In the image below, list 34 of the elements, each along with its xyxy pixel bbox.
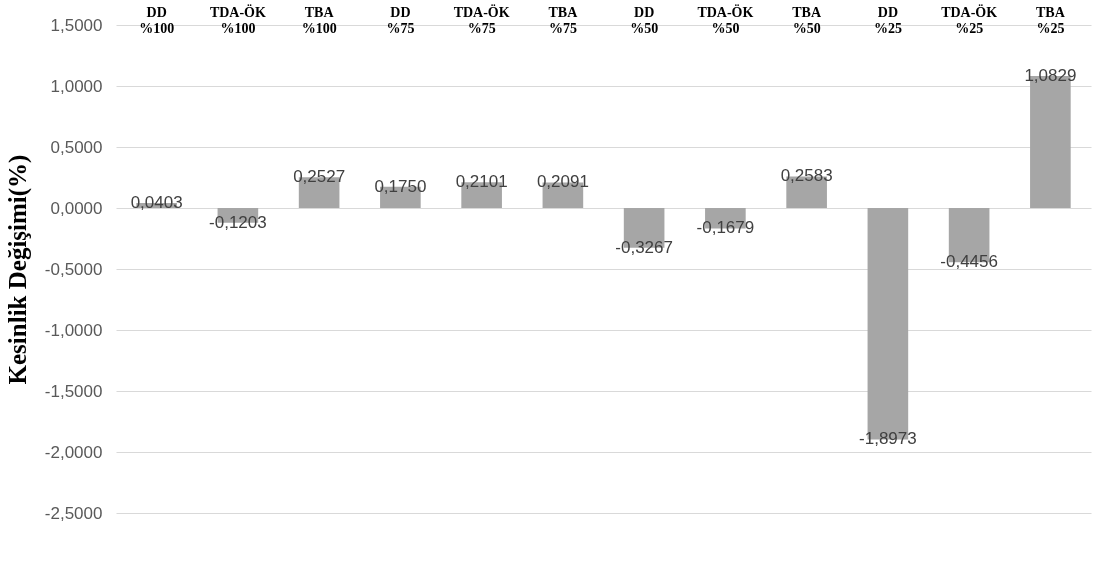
- x-tick-label: DD %75: [386, 4, 415, 36]
- y-tick-label: -2,5000: [44, 503, 103, 523]
- y-tick-label: -1,0000: [44, 320, 103, 340]
- x-tick-label: TDA-ÖK %75: [453, 3, 510, 36]
- data-label: -0,4456: [940, 252, 998, 272]
- x-tick-label: TBA %25: [1035, 4, 1066, 36]
- data-label: -0,1679: [696, 218, 755, 238]
- data-label: 0,1750: [374, 176, 427, 196]
- x-tick-label: TDA-ÖK %50: [697, 3, 754, 36]
- data-label: 0,2527: [293, 167, 346, 187]
- y-tick-label: 0,5000: [50, 137, 103, 157]
- y-tick-label: -0,5000: [44, 259, 103, 279]
- x-tick-label: TBA %100: [301, 4, 337, 36]
- data-label: -0,1203: [209, 212, 267, 232]
- data-label: -0,3267: [615, 237, 673, 257]
- y-tick-label: -2,0000: [44, 442, 103, 462]
- y-tick-label: 0,0000: [50, 198, 103, 218]
- y-axis-title: Kesinlik Değişimi(%): [3, 154, 32, 385]
- x-tick-label: DD %25: [873, 4, 902, 36]
- x-tick-label: TBA %75: [548, 4, 579, 36]
- y-tick-label: -1,5000: [44, 381, 103, 401]
- x-tick-label: TDA-ÖK %100: [209, 3, 266, 36]
- y-tick-label: 1,5000: [50, 15, 103, 35]
- x-tick-label: DD %50: [630, 4, 659, 36]
- data-label: 0,0403: [130, 193, 183, 213]
- data-label: 0,2091: [536, 172, 589, 192]
- data-label: 0,2101: [455, 172, 508, 192]
- data-label: 1,0829: [1024, 65, 1077, 85]
- x-tick-label: TBA %50: [792, 4, 822, 36]
- y-tick-label: 1,0000: [50, 76, 103, 96]
- data-label: -1,8973: [859, 429, 917, 449]
- x-tick-label: DD %100: [139, 4, 175, 36]
- x-tick-label: TDA-ÖK %25: [941, 3, 998, 36]
- data-label: 0,2583: [780, 166, 833, 186]
